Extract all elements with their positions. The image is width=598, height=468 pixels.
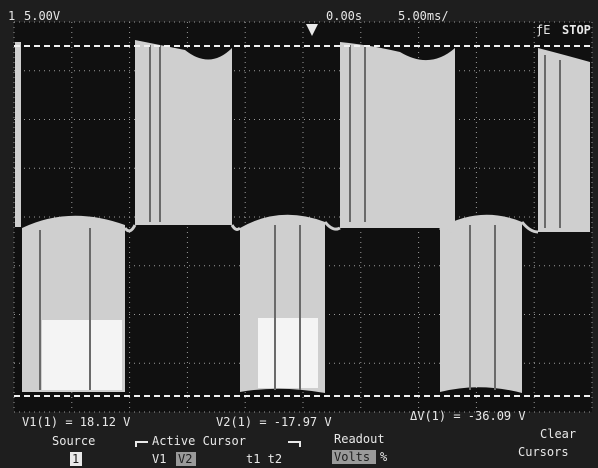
softkey-label[interactable]: Clear bbox=[540, 427, 576, 441]
status: STOP bbox=[562, 23, 591, 37]
time-per-div: 5.00ms/ bbox=[398, 9, 449, 23]
softkey-label[interactable]: Cursors bbox=[518, 445, 569, 459]
bracket bbox=[135, 441, 301, 447]
softkey-option[interactable]: % bbox=[380, 450, 388, 464]
readout: ΔV(1) = -36.09 V bbox=[410, 409, 526, 423]
time-offset: 0.00s bbox=[326, 9, 362, 23]
softkey-option[interactable]: V2 bbox=[178, 452, 192, 466]
softkey-label[interactable]: Readout bbox=[334, 432, 385, 446]
trigger: ƒE bbox=[536, 23, 550, 37]
volts-per-div: 5.00V bbox=[24, 9, 60, 23]
softkey-value[interactable]: 1 bbox=[72, 452, 79, 466]
softkey-option[interactable]: V1 bbox=[152, 452, 166, 466]
softkey-highlight bbox=[176, 452, 196, 466]
softkey-highlight bbox=[70, 452, 82, 466]
softkey-label[interactable]: Active Cursor bbox=[152, 434, 246, 448]
softkey-option[interactable]: t1 t2 bbox=[246, 452, 282, 466]
readout: V2(1) = -17.97 V bbox=[216, 415, 332, 429]
softkey-option[interactable]: Volts bbox=[334, 450, 370, 464]
channel: 1 bbox=[8, 9, 15, 23]
softkey-highlight bbox=[332, 450, 376, 464]
softkey-label[interactable]: Source bbox=[52, 434, 95, 448]
readout: V1(1) = 18.12 V bbox=[22, 415, 130, 429]
waveform bbox=[15, 40, 590, 393]
trigger-marker bbox=[306, 24, 318, 36]
